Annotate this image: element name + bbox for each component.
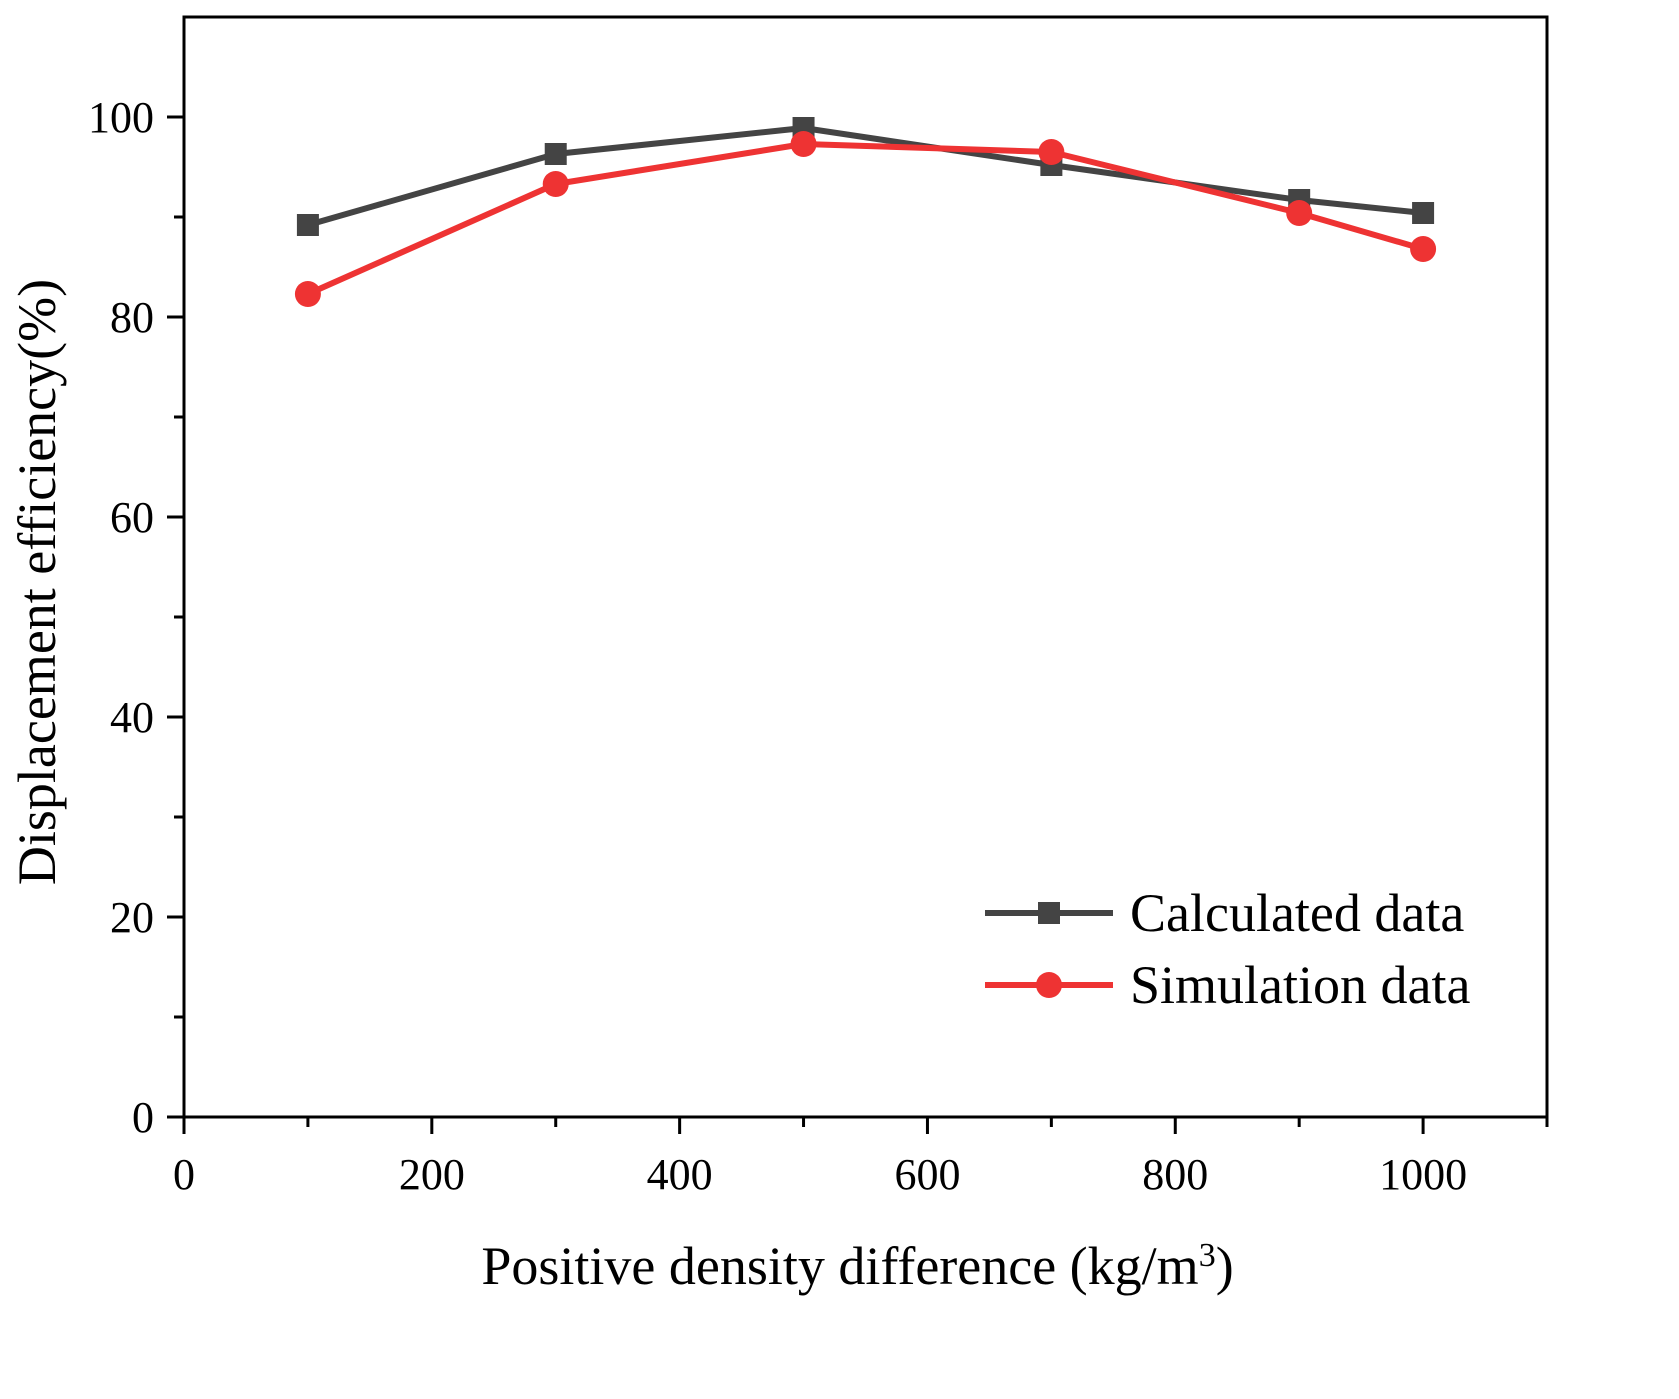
legend-label: Calculated data xyxy=(1130,883,1464,943)
legend-item-2: Simulation data xyxy=(985,955,1470,1015)
y-axis-title: Displacement efficiency(%) xyxy=(7,279,67,885)
y-tick-label: 40 xyxy=(110,693,154,742)
y-tick-label: 100 xyxy=(88,93,154,142)
series-line xyxy=(307,125,1424,228)
series-1 xyxy=(296,117,1435,236)
x-tick-label: 0 xyxy=(173,1150,195,1199)
x-tick-label: 400 xyxy=(647,1150,713,1199)
y-tick-label: 20 xyxy=(110,893,154,942)
data-point xyxy=(544,143,567,165)
legend-marker xyxy=(1036,972,1062,998)
axes: 0 200 400 600 800 1000 0 20 40 60 80 100 xyxy=(88,15,1549,1199)
legend-label: Simulation data xyxy=(1130,955,1470,1015)
legend-marker xyxy=(1038,902,1060,924)
series-2 xyxy=(294,131,1437,307)
series-line xyxy=(306,141,1424,297)
y-tick-label: 80 xyxy=(110,293,154,342)
legend: Calculated data Simulation data xyxy=(985,883,1470,1015)
plot-frame xyxy=(182,15,1549,1119)
x-tick-label: 1000 xyxy=(1379,1150,1467,1199)
axis-titles: Positive density difference (kg/m3) Disp… xyxy=(7,279,1234,1296)
data-point xyxy=(1412,202,1435,224)
x-tick-label: 800 xyxy=(1142,1150,1208,1199)
y-tick-label: 0 xyxy=(132,1093,154,1142)
data-point xyxy=(790,131,817,157)
x-axis-title-close: ) xyxy=(1216,1236,1234,1296)
x-axis-title-main: Positive density difference (kg/m xyxy=(481,1236,1198,1296)
legend-item-1: Calculated data xyxy=(985,883,1464,943)
data-point xyxy=(1286,200,1313,226)
x-axis-title: Positive density difference (kg/m3) xyxy=(481,1236,1233,1296)
data-point xyxy=(1410,236,1437,262)
x-tick-label: 600 xyxy=(894,1150,960,1199)
y-tick-label: 60 xyxy=(110,493,154,542)
data-point xyxy=(1038,139,1065,165)
x-tick-label: 200 xyxy=(399,1150,465,1199)
data-point xyxy=(542,171,569,197)
series-layer xyxy=(294,117,1437,307)
data-point xyxy=(294,281,321,307)
x-axis-title-superscript: 3 xyxy=(1199,1237,1216,1274)
data-point xyxy=(296,214,319,236)
